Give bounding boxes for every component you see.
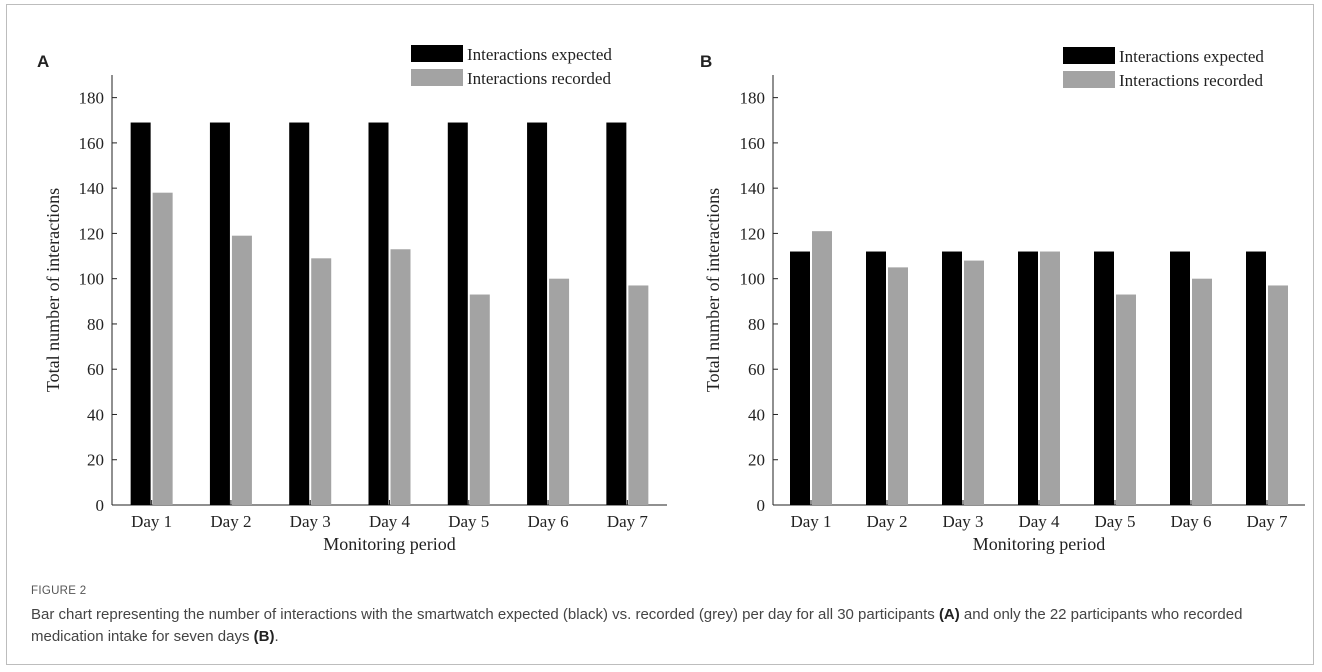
bar-recorded [888, 267, 908, 505]
chart-panel-a: A 0 20 40 60 80 100 120 140 160 180 Day 1 Day 2 Day 3… [37, 45, 667, 554]
legend-swatch [411, 45, 463, 62]
bar-expected [606, 122, 627, 506]
y-tick-label: 60 [748, 360, 765, 379]
bar-expected [130, 122, 151, 506]
x-tick-label: Day 4 [1018, 512, 1060, 531]
y-axis-label: Total number of interactions [43, 188, 63, 392]
x-tick-label: Day 4 [369, 512, 411, 531]
legend-swatch [1063, 47, 1115, 64]
bar-expected [209, 122, 230, 506]
bar-recorded [311, 258, 332, 505]
bar-recorded [964, 260, 984, 505]
y-tick-label: 20 [748, 451, 765, 470]
bar-expected [447, 122, 468, 506]
x-tick-label: Day 5 [1094, 512, 1135, 531]
x-axis-label: Monitoring period [973, 534, 1106, 554]
x-tick-label: Day 3 [290, 512, 331, 531]
bar-recorded [1268, 285, 1288, 505]
y-tick-label: 60 [87, 360, 104, 379]
bar-recorded [469, 294, 490, 505]
bar-expected [1018, 251, 1038, 505]
legend-label: Interactions expected [1119, 47, 1264, 66]
caption-text-1: Bar chart representing the number of int… [31, 606, 939, 623]
bar-expected [1094, 251, 1114, 505]
x-tick-label: Day 1 [131, 512, 172, 531]
bar-recorded [152, 192, 173, 505]
caption-text-3: . [274, 628, 279, 645]
x-tick-label: Day 6 [528, 512, 569, 531]
y-tick-label: 80 [87, 315, 104, 334]
figure-label: FIGURE 2 [31, 585, 87, 597]
bar-expected [527, 122, 548, 506]
bar-expected [368, 122, 389, 506]
x-tick-label: Day 7 [1246, 512, 1288, 531]
bar-recorded [390, 249, 411, 505]
x-tick-label: Day 2 [866, 512, 907, 531]
x-tick-label: Day 1 [790, 512, 831, 531]
legend-label: Interactions expected [467, 45, 612, 64]
legend-label: Interactions recorded [1119, 71, 1263, 90]
y-tick-label: 100 [79, 270, 105, 289]
y-tick-label: 40 [748, 405, 765, 424]
panel-letter: A [37, 52, 49, 71]
bar-expected [289, 122, 310, 506]
x-tick-label: Day 2 [210, 512, 251, 531]
y-tick-label: 140 [79, 179, 105, 198]
x-axis-label: Monitoring period [323, 534, 456, 554]
y-tick-label: 120 [740, 224, 766, 243]
y-tick-label: 140 [740, 179, 766, 198]
bar-recorded [549, 278, 570, 505]
figure-frame: A 0 20 40 60 80 100 120 140 160 180 Day 1 Day 2 Day 3… [6, 4, 1314, 665]
caption-ref-a: (A) [938, 606, 960, 623]
y-tick-label: 0 [757, 496, 766, 515]
bar-expected [790, 251, 810, 505]
bar-recorded [1192, 278, 1212, 505]
y-tick-label: 100 [740, 270, 766, 289]
chart-panel-b: B 0 20 40 60 80 100 120 140 160 180 Day 1 Day 2 Day 3… [700, 47, 1305, 554]
y-tick-label: 160 [79, 134, 105, 153]
y-tick-label: 180 [740, 89, 766, 108]
bar-recorded [812, 231, 832, 505]
bar-recorded [231, 235, 252, 505]
figure-caption: Bar chart representing the number of int… [31, 604, 1291, 648]
legend-swatch [1063, 71, 1115, 88]
y-tick-label: 20 [87, 451, 104, 470]
x-tick-label: Day 5 [448, 512, 489, 531]
caption-ref-b: (B) [253, 628, 275, 645]
legend-swatch [411, 69, 463, 86]
y-tick-label: 80 [748, 315, 765, 334]
bar-recorded [628, 285, 649, 505]
x-tick-label: Day 7 [607, 512, 649, 531]
x-tick-label: Day 6 [1170, 512, 1211, 531]
y-tick-label: 120 [79, 224, 105, 243]
y-tick-label: 160 [740, 134, 766, 153]
y-axis-label: Total number of interactions [703, 188, 723, 392]
legend-label: Interactions recorded [467, 69, 611, 88]
y-tick-label: 0 [96, 496, 105, 515]
panel-letter: B [700, 52, 712, 71]
y-tick-label: 40 [87, 405, 104, 424]
y-tick-label: 180 [79, 89, 105, 108]
bar-recorded [1116, 294, 1136, 505]
bar-expected [1170, 251, 1190, 505]
bar-expected [942, 251, 962, 505]
bar-expected [1246, 251, 1266, 505]
bar-expected [866, 251, 886, 505]
x-tick-label: Day 3 [942, 512, 983, 531]
caption-text-2: and only the 22 participants who recorde… [31, 606, 1243, 645]
bar-recorded [1040, 251, 1060, 505]
